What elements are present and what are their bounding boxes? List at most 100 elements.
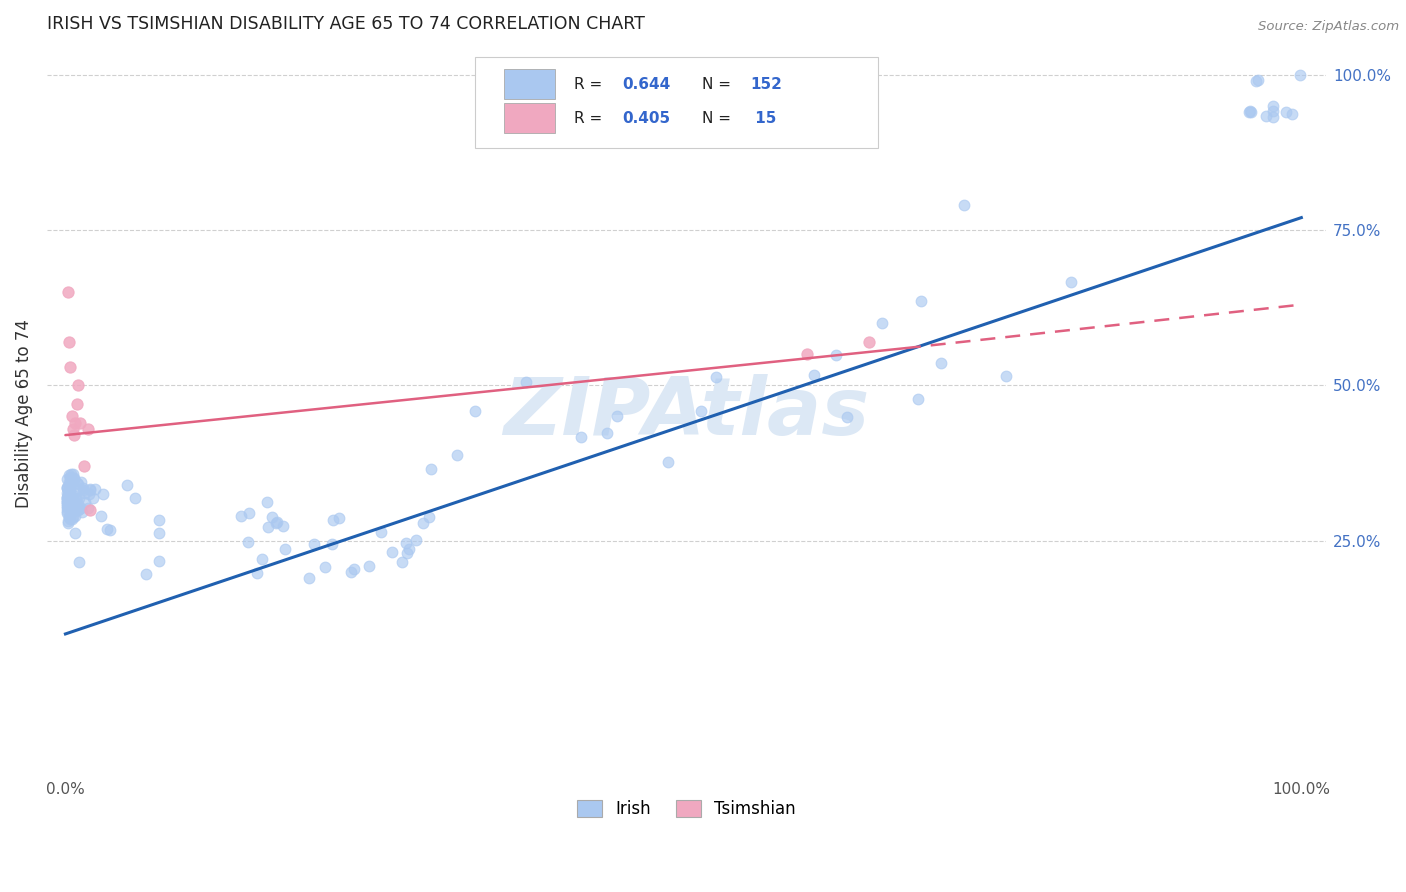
Point: [56, 506, 79, 520]
Point: [58, 491, 80, 505]
Point: [148, 553, 170, 567]
Point: [59, 512, 82, 526]
Point: [63, 428, 86, 442]
Point: [1060, 275, 1083, 289]
Point: [1261, 99, 1284, 113]
Point: [72, 481, 94, 495]
Point: [82, 491, 104, 505]
Point: [569, 430, 592, 444]
Point: [929, 355, 952, 369]
Point: [994, 369, 1017, 384]
Point: [67, 497, 90, 511]
Point: [515, 375, 537, 389]
Point: [314, 560, 336, 574]
Point: [825, 347, 848, 361]
Point: [657, 455, 679, 469]
Point: [135, 567, 157, 582]
Point: [229, 509, 252, 524]
Point: [60, 497, 83, 511]
Point: [59, 488, 82, 502]
Point: [79, 482, 101, 496]
Point: [59, 471, 82, 485]
Point: [96, 522, 118, 536]
Point: [56, 472, 79, 486]
Point: [60, 409, 83, 424]
Y-axis label: Disability Age 65 to 74: Disability Age 65 to 74: [15, 319, 32, 508]
Point: [1247, 72, 1270, 87]
Point: [907, 392, 929, 407]
Point: [55, 499, 77, 513]
Point: [65, 397, 87, 411]
Point: [1240, 105, 1263, 120]
Point: [328, 511, 350, 525]
Point: [66, 475, 89, 490]
Point: [55, 495, 77, 509]
Point: [55, 492, 77, 507]
Point: [67, 491, 90, 506]
Point: [910, 293, 932, 308]
Point: [858, 334, 880, 349]
Point: [79, 502, 101, 516]
Point: [73, 459, 96, 474]
Point: [62, 512, 84, 526]
Text: 0.405: 0.405: [623, 111, 671, 126]
Point: [75, 494, 97, 508]
Point: [67, 556, 90, 570]
Point: [60, 467, 83, 482]
Point: [55, 504, 77, 518]
Point: [56, 499, 79, 513]
Point: [418, 509, 440, 524]
Point: [55, 485, 77, 500]
Point: [59, 359, 82, 374]
Point: [55, 491, 77, 506]
Point: [62, 422, 84, 436]
Point: [62, 491, 84, 506]
Point: [76, 500, 98, 515]
Point: [606, 409, 628, 423]
Point: [66, 477, 89, 491]
Point: [72, 483, 94, 497]
Point: [62, 494, 84, 508]
Point: [69, 501, 91, 516]
Point: [322, 512, 344, 526]
Point: [304, 537, 326, 551]
Bar: [503, 69, 555, 99]
Point: [704, 370, 727, 384]
Point: [60, 492, 83, 507]
Point: [835, 409, 858, 424]
Point: [58, 509, 80, 524]
Point: [90, 509, 112, 524]
Point: [62, 504, 84, 518]
Point: [1261, 110, 1284, 124]
Text: Source: ZipAtlas.com: Source: ZipAtlas.com: [1258, 20, 1399, 33]
Point: [343, 562, 366, 576]
Point: [63, 471, 86, 485]
Point: [250, 551, 273, 566]
Point: [56, 285, 79, 300]
Point: [65, 491, 87, 506]
Point: [148, 526, 170, 541]
Point: [271, 519, 294, 533]
Point: [1281, 107, 1303, 121]
Point: [56, 491, 79, 506]
Point: [65, 416, 87, 430]
Point: [391, 555, 413, 569]
Point: [796, 347, 818, 361]
Text: R =: R =: [574, 111, 607, 126]
Point: [62, 488, 84, 502]
Text: IRISH VS TSIMSHIAN DISABILITY AGE 65 TO 74 CORRELATION CHART: IRISH VS TSIMSHIAN DISABILITY AGE 65 TO …: [46, 15, 645, 33]
Point: [1244, 73, 1267, 87]
Point: [69, 475, 91, 490]
Point: [596, 426, 619, 441]
Point: [58, 491, 80, 505]
Point: [357, 559, 380, 574]
Bar: [503, 103, 555, 134]
Point: [1237, 105, 1260, 120]
Point: [273, 541, 295, 556]
Point: [1289, 68, 1312, 82]
Point: [65, 509, 87, 524]
Point: [66, 378, 89, 392]
Point: [256, 520, 278, 534]
Point: [405, 533, 427, 547]
Point: [58, 510, 80, 524]
